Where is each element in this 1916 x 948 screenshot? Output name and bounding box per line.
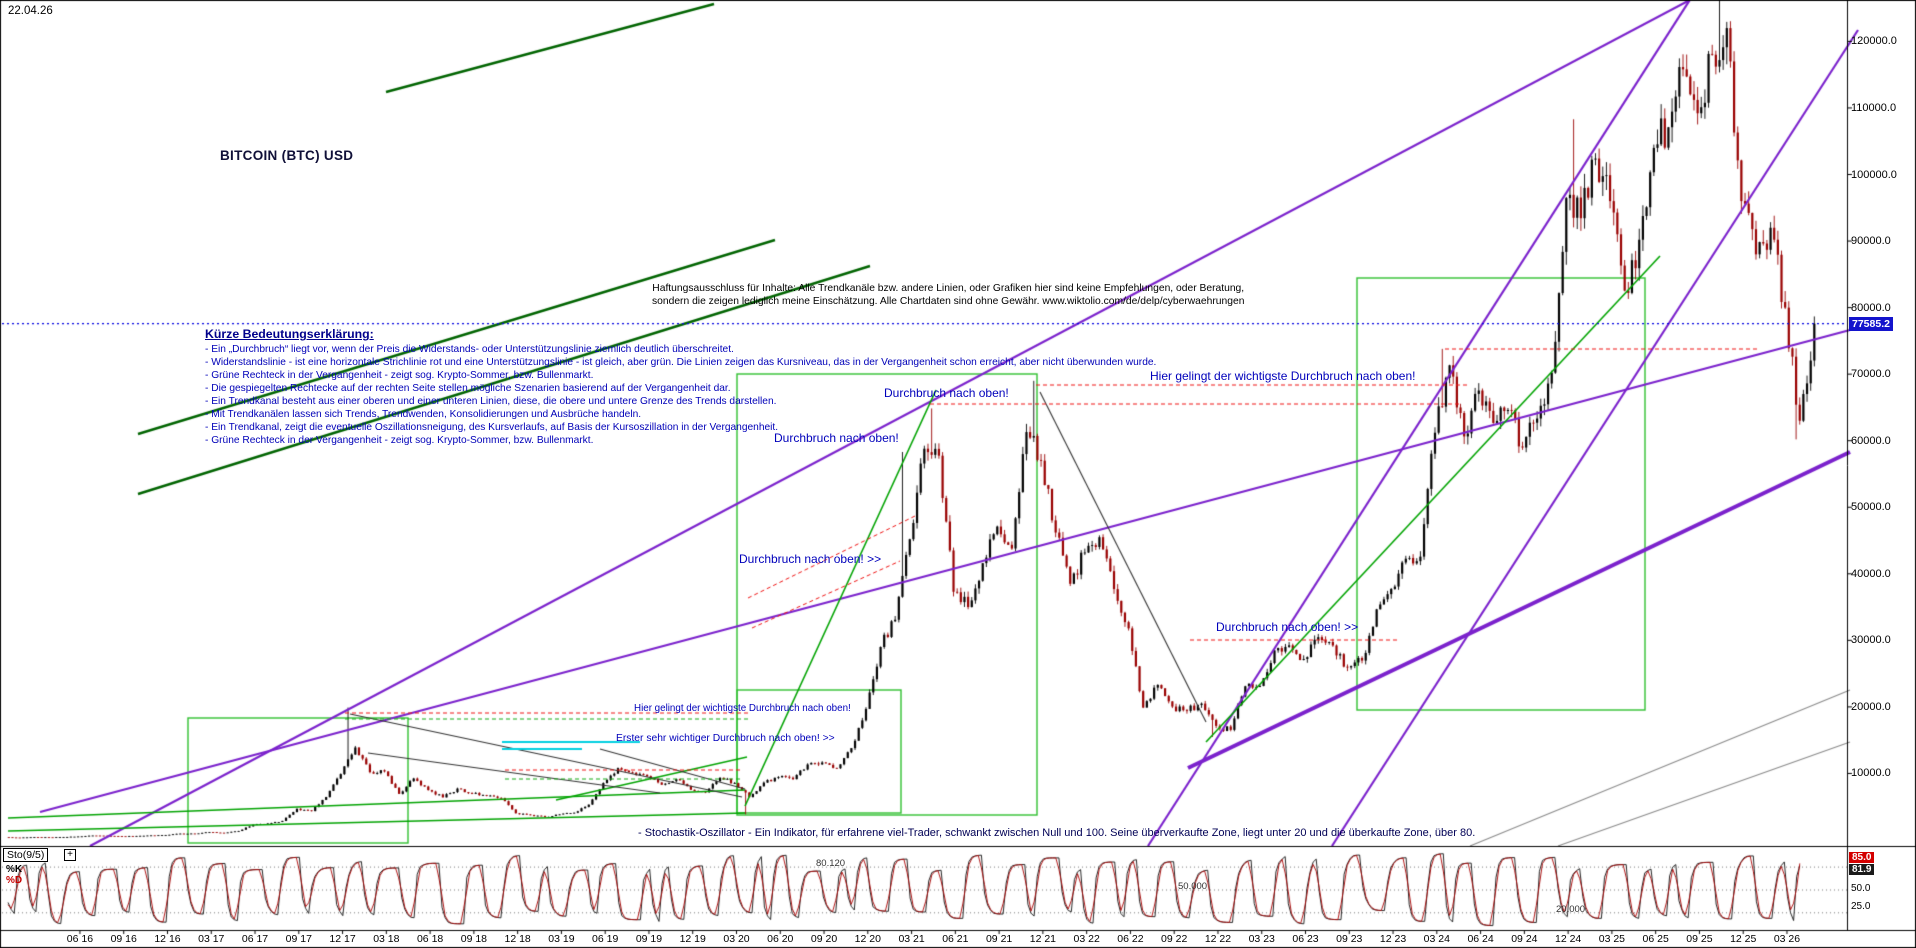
legend-line: - Die gespiegelten Rechtecke auf der rec… <box>205 383 731 394</box>
oscillator-expand-button[interactable]: + <box>64 849 76 861</box>
legend-line: - Ein „Durchbruch“ liegt vor, wenn der P… <box>205 344 734 355</box>
disclaimer-line-1: Haftungsausschluss für Inhalte: Alle Tre… <box>652 283 1245 294</box>
disclaimer-line-2: sondern die zeigen lediglich meine Einsc… <box>652 295 1245 307</box>
legend-block: Kürze Bedeutungserklärung: - Ein „Durchb… <box>205 327 1156 447</box>
legend-line: - Grüne Rechteck in der Vergangenheit - … <box>205 370 594 381</box>
oscillator-name-button[interactable]: Sto(9/5) <box>3 848 49 862</box>
oscillator-d-label: %D <box>6 875 23 886</box>
legend-line: - Ein Trendkanal, zeigt die eventuelle O… <box>205 422 779 433</box>
current-price-badge: 77585.2 <box>1849 317 1893 331</box>
oscillator-k-label: %K <box>6 864 23 875</box>
chart-title: BITCOIN (BTC) USD <box>220 148 354 163</box>
legend-line: - Mit Trendkanälen lassen sich Trends, T… <box>205 409 642 420</box>
legend-line: - Ein Trendkanal besteht aus einer obere… <box>205 396 777 407</box>
legend-line: - Grüne Rechteck in der Vergangenheit - … <box>205 435 594 446</box>
disclaimer-block: Haftungsausschluss für Inhalte: Alle Tre… <box>652 283 1244 309</box>
chart-date: 22.04.26 <box>8 5 53 17</box>
legend-heading: Kürze Bedeutungserklärung: <box>205 327 374 341</box>
legend-line: - Widerstandslinie - ist eine horizontal… <box>205 357 1157 368</box>
oscillator-description: - Stochastik-Oszillator - Ein Indikator,… <box>638 827 1476 839</box>
